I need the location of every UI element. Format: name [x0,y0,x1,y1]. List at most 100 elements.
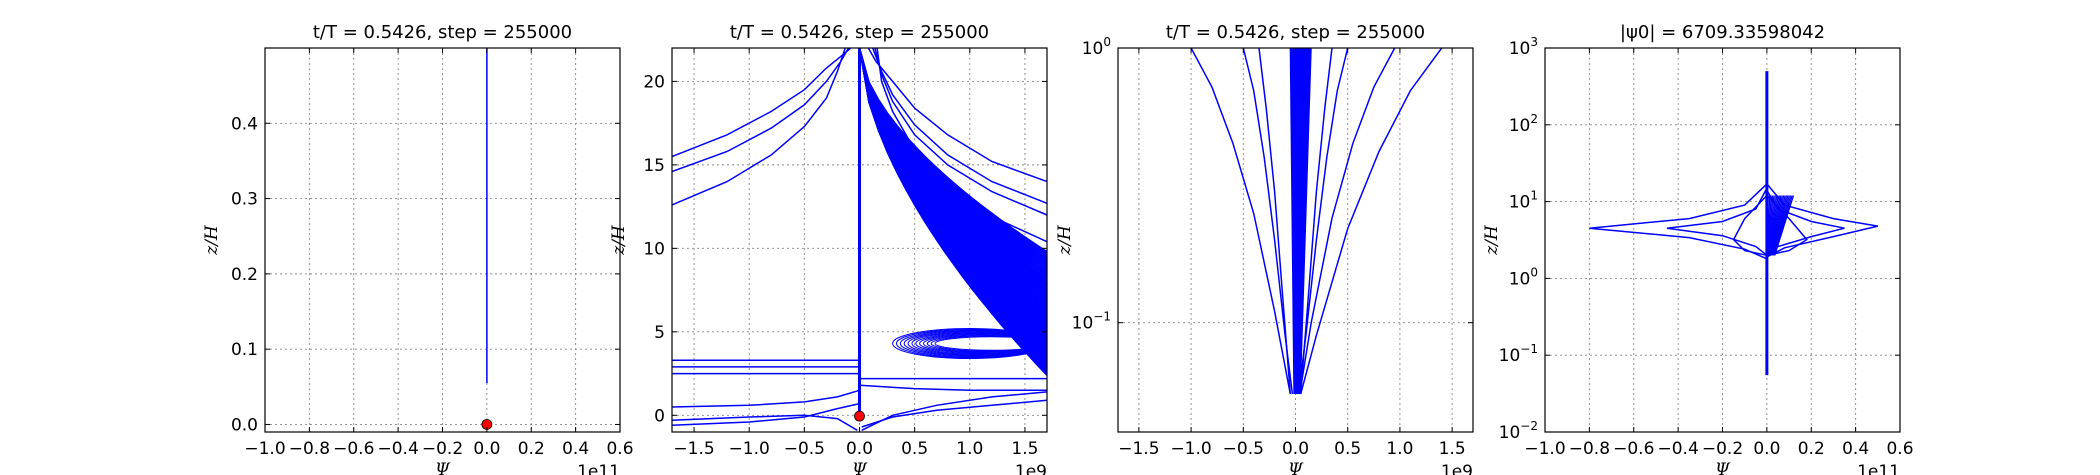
y-tick-label: 0.0 [231,415,258,435]
series-line [672,48,846,206]
y-tick-label: 102 [1509,112,1538,136]
x-tick-label: −0.2 [1702,439,1743,459]
x-tick-label: 0.2 [518,439,545,459]
series-line [1589,183,1768,260]
x-offset-label: 1e11 [1857,462,1900,475]
series-line [1766,190,1845,256]
series-line [1732,194,1768,257]
x-tick-label: 1.0 [956,439,983,459]
plot-title: t/T = 0.5426, step = 255000 [1166,22,1425,43]
series-line [915,332,1047,355]
series-line [672,48,850,173]
y-axis-label: z/H [202,224,222,256]
y-tick-label: 10−1 [1499,342,1538,366]
series-line [871,48,1047,204]
x-axis-label: Ψ [1715,460,1731,475]
series-line [858,48,1047,376]
y-tick-label: 100 [1082,35,1111,59]
series-line [672,414,858,431]
y-tick-label: 0.2 [231,265,258,285]
subplot-4: −1.0 −0.8 −0.6 −0.4 −0.2 0.0 0.2 0.4 0.6 10−2 10−1… [1482,22,1914,475]
series-line [874,48,1047,216]
y-tick-label: 10−1 [1072,310,1111,334]
series-line [1298,48,1396,395]
x-tick-label: 1.5 [1439,439,1466,459]
series-line [1766,183,1878,258]
x-tick-label: 0.5 [901,439,928,459]
x-tick-label: 0.0 [1282,439,1309,459]
series-line [1299,48,1312,395]
x-tick-label: −0.6 [333,439,374,459]
series-line [1190,48,1292,395]
x-tick-label: −1.5 [1118,439,1159,459]
x-tick-label: 1.0 [1386,439,1413,459]
series-line [672,402,860,427]
plot-area [1589,71,1878,376]
x-tick-label: 0.2 [1798,439,1825,459]
y-tick-label: 103 [1509,35,1538,59]
series-line [1299,48,1443,395]
x-tick-label: 0.0 [473,439,500,459]
y-tick-label: 101 [1509,189,1538,213]
subplot-2: −1.5 −1.0 −0.5 0.0 0.5 1.0 1.5 0 5 10 15 20 t/T = 0.… [609,22,1048,475]
y-axis-label: z/H [1482,224,1502,256]
subplot-1: −1.0 −0.8 −0.6 −0.4 −0.2 0.0 0.2 0.4 0.6 0.0 0.1 0.… [202,22,634,475]
plot-area [672,48,1047,431]
y-tick-label: 10−2 [1499,419,1538,443]
subplot-3: −1.5 −1.0 −0.5 0.0 0.5 1.0 1.5 10−1 100 t/T = 0.5… [1055,22,1474,475]
series-line [672,389,860,408]
series-line [934,336,1047,351]
plot-title: t/T = 0.5426, step = 255000 [313,22,572,43]
x-offset-label: 1e11 [577,462,620,475]
x-tick-label: 0.4 [562,439,589,459]
x-offset-label: 1e9 [1441,462,1473,475]
x-tick-label: −0.4 [377,439,418,459]
x-tick-label: −1.5 [673,439,714,459]
x-tick-label: 0.0 [1753,439,1780,459]
series-line [1299,48,1333,395]
y-tick-label: 15 [643,156,665,176]
x-tick-label: −1.0 [244,439,285,459]
y-tick-label: 0.1 [231,340,258,360]
series-line [861,391,1047,431]
x-tick-label: 0.5 [1334,439,1361,459]
series-line [1242,48,1294,395]
x-tick-label: −0.5 [1223,439,1264,459]
x-tick-label: 0.6 [606,439,633,459]
y-axis-label: z/H [609,224,629,256]
x-tick-label: 0.4 [1842,439,1869,459]
series-line [1258,48,1292,395]
series-line [876,48,1047,243]
series-line [919,333,1047,354]
y-tick-label: 100 [1509,265,1538,289]
series-line [1774,195,1795,256]
series-line [899,329,1047,358]
x-tick-label: −1.0 [1524,439,1565,459]
plot-area [1190,48,1443,395]
series-line [1766,194,1808,257]
x-tick-label: −0.8 [289,439,330,459]
y-tick-label: 20 [643,72,665,92]
y-tick-label: 0 [654,406,665,426]
series-line [859,384,1047,392]
y-tick-label: 10 [643,239,665,259]
series-line [867,48,1047,183]
series-line [1666,187,1768,256]
x-axis-label: Ψ [435,460,451,475]
series-line [892,327,1047,360]
x-tick-label: −1.0 [1170,439,1211,459]
series-line [861,399,1047,428]
y-tick-label: 0.4 [231,114,258,134]
x-tick-label: −0.6 [1613,439,1654,459]
x-axis-label: Ψ [1288,460,1304,475]
series-line [926,334,1047,353]
data-point-marker [854,410,865,422]
x-axis-label: Ψ [852,460,868,475]
plot-title: |ψ0| = 6709.33598042 [1620,22,1825,43]
x-tick-label: 0.0 [846,439,873,459]
x-tick-label: −1.0 [729,439,770,459]
x-tick-label: −0.8 [1569,439,1610,459]
x-tick-label: −0.5 [784,439,825,459]
y-axis-label: z/H [1055,224,1075,256]
